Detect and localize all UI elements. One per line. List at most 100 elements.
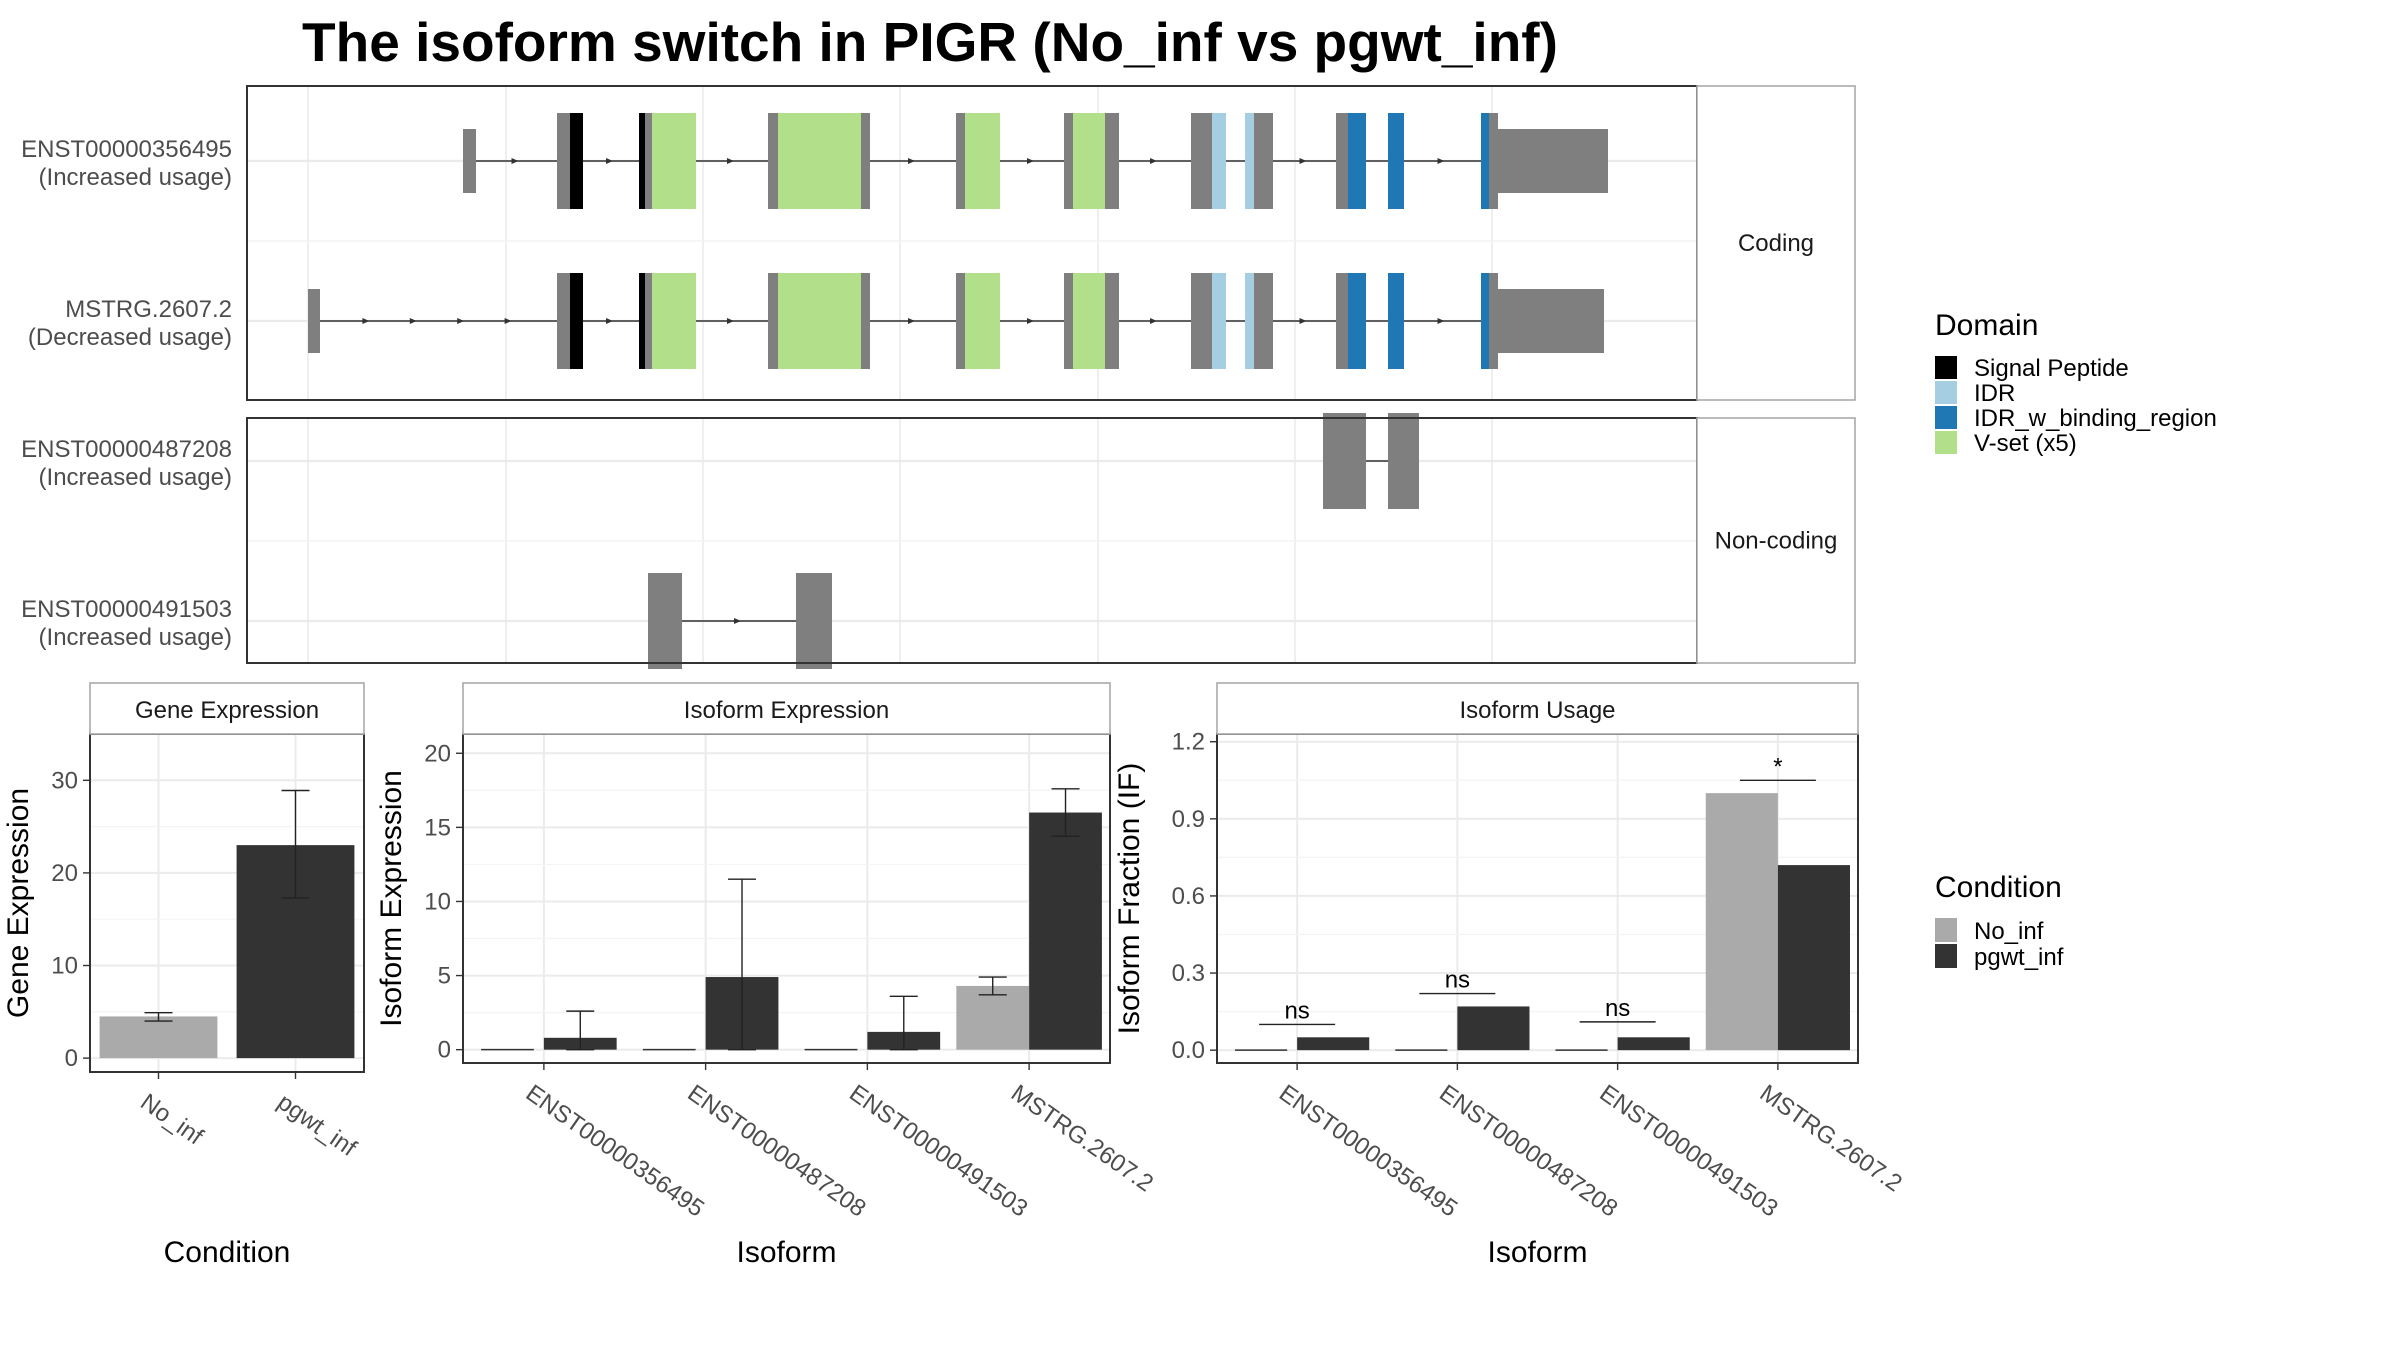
exon-idr-w-binding-region [1481, 113, 1489, 209]
intron-arrow [727, 158, 734, 164]
exon-signal-peptide [639, 113, 645, 209]
exon-idr-w-binding-region [1388, 113, 1404, 209]
intron-arrow [1437, 158, 1445, 164]
exon-exon [1105, 113, 1119, 209]
bar-pgwt_inf [1777, 865, 1850, 1051]
intron-arrow [1027, 318, 1034, 324]
exon-exon [1254, 113, 1273, 209]
exon-exon [463, 129, 476, 193]
facet-strip [1696, 85, 1856, 401]
x-tick-label: MSTRG.2607.2 [1755, 1080, 1907, 1198]
significance-label: ns [1605, 995, 1630, 1022]
isoform-name: ENST00000487208 [21, 436, 232, 463]
x-tick-label: No_inf [135, 1089, 208, 1151]
legend-key [1935, 944, 1957, 968]
intron-arrow [606, 158, 613, 164]
x-axis-title: Isoform [1487, 1236, 1587, 1269]
exon-exon [796, 573, 832, 669]
exon-signal-peptide [639, 273, 645, 369]
isoform-name: ENST00000356495 [21, 136, 232, 163]
exon-idr-w-binding-region [1481, 273, 1489, 369]
legend-key [1935, 431, 1957, 454]
exon-exon [645, 113, 652, 209]
isoform-usage: (Increased usage) [39, 464, 232, 491]
exon-exon [1489, 273, 1498, 369]
bar-pgwt_inf [1617, 1037, 1690, 1051]
facet-strip-label: Coding [1738, 230, 1814, 257]
exon-v-set-x- [778, 273, 829, 369]
isoform-name: MSTRG.2607.2 [65, 296, 232, 323]
significance-label: ns [1284, 997, 1309, 1024]
facet-strip-label: Isoform Expression [684, 697, 889, 724]
isoform-name: ENST00000491503 [21, 596, 232, 623]
exon-exon [645, 273, 652, 369]
exon-exon [861, 273, 870, 369]
exon-exon [956, 273, 965, 369]
y-tick-label: 0.6 [1172, 883, 1205, 910]
intron-arrow [504, 318, 512, 324]
y-tick-label: 0.9 [1172, 806, 1205, 833]
exon-exon [1105, 273, 1119, 369]
intron-arrow [1150, 318, 1157, 324]
legend-label: IDR_w_binding_region [1974, 405, 2217, 432]
x-tick-label: ENST00000356495 [521, 1080, 709, 1223]
y-tick-label: 15 [424, 814, 451, 841]
exon-signal-peptide [570, 273, 583, 369]
legend-key [1935, 356, 1957, 379]
exon-exon [1254, 273, 1273, 369]
exon-exon [1498, 289, 1604, 353]
exon-exon [1064, 113, 1073, 209]
intron-arrow [362, 318, 370, 324]
exon-v-set-x- [778, 113, 829, 209]
y-tick-label: 20 [51, 860, 78, 887]
intron-arrow [727, 318, 734, 324]
exon-signal-peptide [570, 113, 583, 209]
intron-arrow [1299, 158, 1307, 164]
legend-key [1935, 381, 1957, 404]
exon-v-set-x- [829, 113, 861, 209]
y-axis-title: Isoform Expression [375, 770, 408, 1027]
figure-title: The isoform switch in PIGR (No_inf vs pg… [302, 11, 1558, 73]
facet-strip [462, 682, 1111, 735]
exon-idr [1245, 113, 1254, 209]
exon-exon [1064, 273, 1073, 369]
exon-exon [308, 289, 320, 353]
intron-arrow [734, 618, 741, 624]
bar-No_inf [1705, 793, 1778, 1051]
isoform-usage: (Increased usage) [39, 624, 232, 651]
exon-exon [1489, 113, 1498, 209]
facet-strip [1216, 682, 1859, 735]
x-tick-label: ENST00000487208 [683, 1080, 871, 1223]
exon-idr-w-binding-region [1388, 273, 1404, 369]
y-axis-title: Gene Expression [2, 788, 35, 1018]
legend-label: IDR [1974, 380, 2015, 407]
legend-key [1935, 918, 1957, 942]
significance-label: ns [1445, 967, 1470, 994]
y-tick-label: 0.0 [1172, 1037, 1205, 1064]
legend-key [1935, 406, 1957, 429]
y-axis-title: Isoform Fraction (IF) [1113, 763, 1146, 1035]
intron-arrow [908, 158, 915, 164]
exon-exon [1336, 273, 1348, 369]
y-tick-label: 1.2 [1172, 729, 1205, 756]
legend-label: V-set (x5) [1974, 430, 2077, 457]
bar-pgwt_inf [1457, 1006, 1530, 1051]
intron-arrow [908, 318, 915, 324]
intron-arrow [1027, 158, 1034, 164]
y-tick-label: 0 [65, 1045, 78, 1072]
exon-v-set-x- [965, 113, 1000, 209]
y-tick-label: 10 [51, 953, 78, 980]
significance-label: * [1773, 753, 1782, 780]
bar-pgwt_inf [1297, 1037, 1370, 1051]
exon-v-set-x- [829, 273, 861, 369]
exon-v-set-x- [965, 273, 1000, 369]
bar-pgwt_inf [1029, 812, 1102, 1050]
exon-idr-w-binding-region [1348, 113, 1366, 209]
intron-arrow [457, 318, 465, 324]
exon-idr [1212, 273, 1226, 369]
x-axis-title: Condition [164, 1236, 291, 1269]
isoform-usage: (Increased usage) [39, 164, 232, 191]
intron-arrow [1150, 158, 1157, 164]
exon-idr [1212, 113, 1226, 209]
